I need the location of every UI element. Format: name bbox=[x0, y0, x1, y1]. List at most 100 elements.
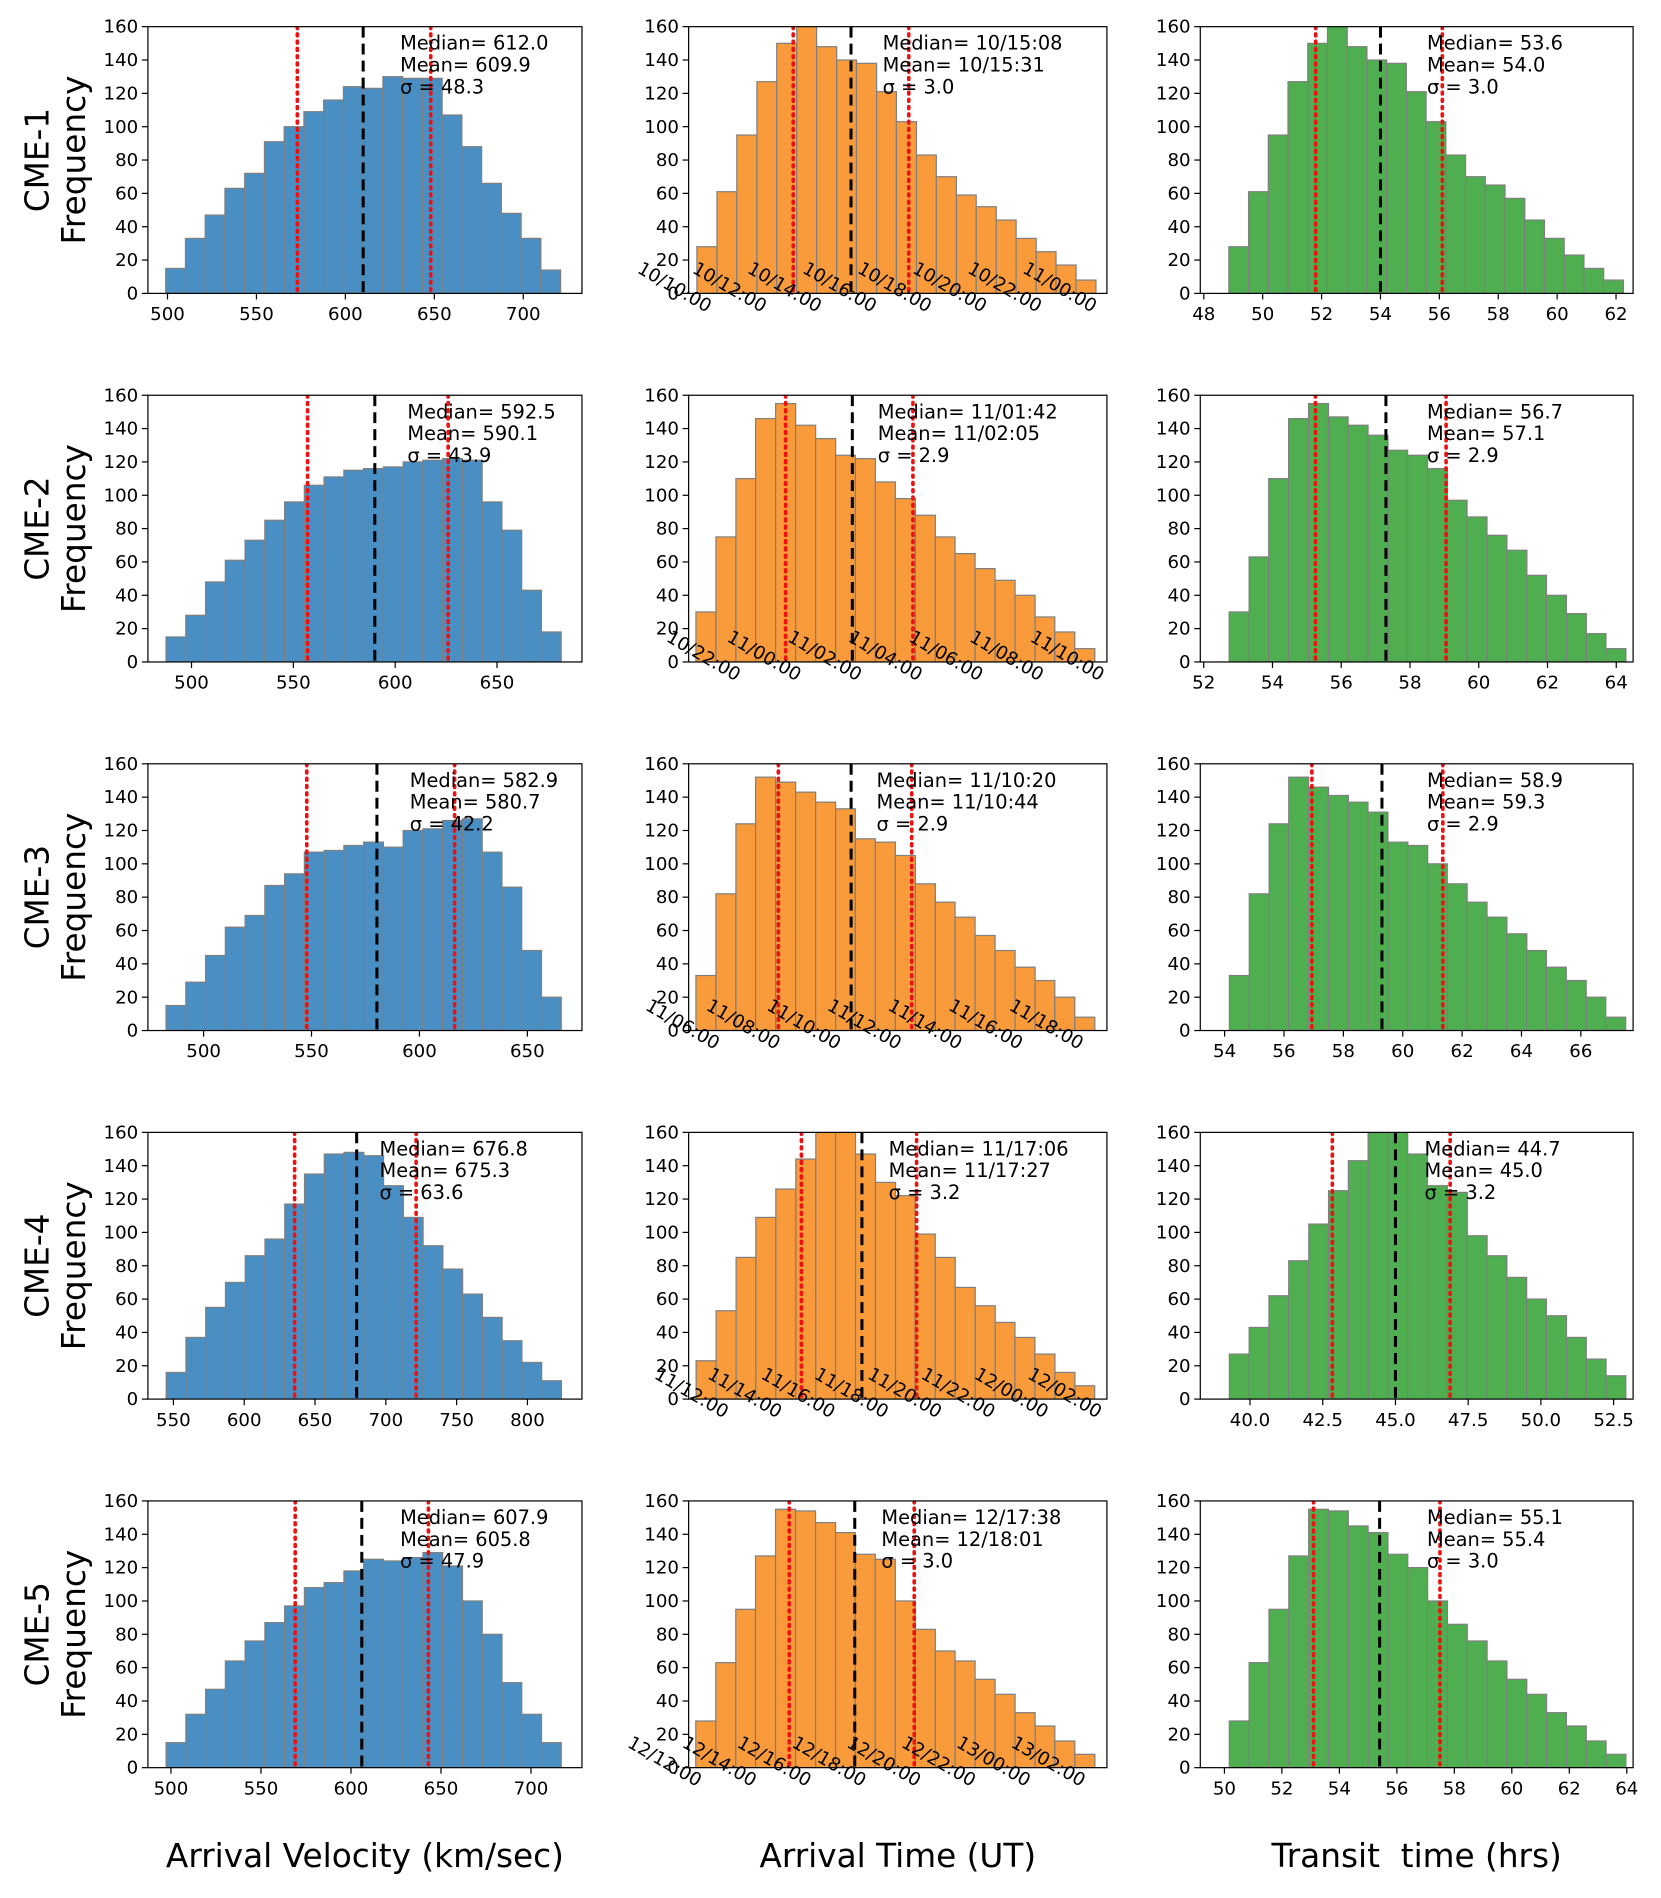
bar bbox=[1486, 916, 1508, 1031]
bar bbox=[343, 469, 365, 662]
y-tick-label: 80 bbox=[115, 1624, 138, 1645]
y-tick-label: 80 bbox=[115, 519, 138, 540]
y-tick-label: 60 bbox=[115, 1658, 138, 1679]
y-tick-label: 40 bbox=[115, 1691, 138, 1712]
bar bbox=[1288, 776, 1310, 1031]
y-tick-label: 20 bbox=[1167, 619, 1190, 640]
plot-area bbox=[1228, 395, 1627, 662]
y-tick-label: 140 bbox=[1156, 1156, 1191, 1177]
bar bbox=[283, 501, 305, 662]
bar bbox=[1526, 1693, 1548, 1768]
bar bbox=[1366, 59, 1388, 294]
bar bbox=[461, 459, 483, 662]
x-tick-label: 56 bbox=[1272, 1041, 1295, 1062]
x-tick-label: 600 bbox=[227, 1410, 262, 1431]
y-tick-label: 20 bbox=[115, 1724, 138, 1745]
y-tick-label: 120 bbox=[104, 1558, 139, 1579]
x-tick-label: 700 bbox=[514, 1778, 549, 1799]
bar bbox=[794, 1510, 817, 1768]
panel: 0 20 40 60 80 100 120 140 160 500 550 600 650 700 Medi… bbox=[19, 17, 583, 325]
x-tick-label: 50.0 bbox=[1521, 1410, 1561, 1431]
y-tick-label: 20 bbox=[115, 987, 138, 1008]
annotation: σ = 2.9 bbox=[877, 812, 949, 835]
bar bbox=[1228, 246, 1250, 294]
bar bbox=[521, 589, 543, 662]
x-tick-label: 58 bbox=[1443, 1778, 1466, 1799]
bar bbox=[1427, 1600, 1449, 1768]
bar bbox=[1585, 633, 1607, 662]
y-tick-label: 140 bbox=[104, 787, 139, 808]
y-tick-label: 20 bbox=[656, 1356, 679, 1377]
bar bbox=[165, 267, 187, 294]
row-label: CME-3 bbox=[19, 845, 57, 949]
bar bbox=[796, 26, 818, 294]
annotation: Mean= 10/15:31 bbox=[883, 54, 1045, 77]
bar bbox=[1288, 1555, 1310, 1768]
y-tick-label: 140 bbox=[644, 419, 679, 440]
annotation: Median= 11/10:20 bbox=[877, 769, 1057, 792]
bar bbox=[323, 99, 345, 294]
y-tick-label: 40 bbox=[1167, 1322, 1190, 1343]
bar bbox=[323, 849, 345, 1031]
plot-area bbox=[695, 1132, 1096, 1400]
bar bbox=[204, 581, 226, 662]
bar bbox=[1267, 134, 1289, 294]
axes-frame bbox=[1199, 394, 1634, 663]
bar bbox=[1486, 534, 1508, 662]
y-tick-label: 160 bbox=[1156, 385, 1191, 406]
annotation: Mean= 57.1 bbox=[1427, 422, 1545, 445]
annotation: σ = 3.0 bbox=[1427, 1550, 1499, 1573]
bar bbox=[1405, 91, 1427, 294]
panel: 0 20 40 60 80 100 120 140 160 40.0 42.5 45.0 47.5 50.… bbox=[1156, 1122, 1634, 1430]
y-tick-label: 80 bbox=[1167, 519, 1190, 540]
annotation: Median= 11/01:42 bbox=[878, 400, 1058, 423]
bar bbox=[1387, 1553, 1409, 1768]
bar bbox=[874, 481, 896, 662]
annotation: σ = 43.9 bbox=[407, 444, 491, 467]
bar bbox=[874, 1558, 896, 1768]
bar bbox=[342, 86, 364, 294]
y-tick-label: 100 bbox=[104, 854, 139, 875]
y-axis-label: Frequency bbox=[55, 1550, 93, 1719]
bar bbox=[1386, 62, 1407, 294]
x-tick-label: 50 bbox=[1251, 304, 1274, 325]
y-tick-label: 120 bbox=[1156, 452, 1191, 473]
x-axis-label: Arrival Time (UT) bbox=[759, 1837, 1036, 1875]
y-tick-label: 100 bbox=[644, 485, 679, 506]
row-label: CME-4 bbox=[19, 1214, 57, 1318]
bar bbox=[1228, 1353, 1250, 1400]
x-tick-label: 52 bbox=[1192, 673, 1215, 694]
y-tick-label: 80 bbox=[1167, 887, 1190, 908]
y-tick-label: 0 bbox=[127, 1021, 139, 1042]
y-tick-label: 160 bbox=[644, 754, 679, 775]
y-tick-label: 20 bbox=[1167, 1356, 1190, 1377]
bar bbox=[224, 926, 246, 1031]
bar bbox=[284, 873, 305, 1031]
bar bbox=[422, 1552, 444, 1768]
y-tick-label: 40 bbox=[115, 217, 138, 238]
bar bbox=[1446, 499, 1468, 662]
y-tick-label: 140 bbox=[1156, 1524, 1191, 1545]
plot-area bbox=[1228, 1132, 1627, 1400]
y-tick-label: 20 bbox=[115, 619, 138, 640]
x-tick-label: 62 bbox=[1536, 673, 1559, 694]
y-tick-label: 120 bbox=[644, 83, 679, 104]
y-tick-label: 60 bbox=[656, 1658, 679, 1679]
x-tick-label: 550 bbox=[156, 1410, 191, 1431]
y-axis-label: Frequency bbox=[55, 76, 93, 245]
bar bbox=[1506, 933, 1528, 1031]
x-axis-label: Transit time (hrs) bbox=[1271, 1837, 1562, 1875]
bar bbox=[402, 829, 424, 1031]
bar bbox=[204, 954, 226, 1031]
y-tick-label: 20 bbox=[115, 250, 138, 271]
bar bbox=[521, 1713, 543, 1768]
bar bbox=[442, 819, 464, 1031]
annotation: Mean= 45.0 bbox=[1425, 1159, 1543, 1182]
annotation: Mean= 11/10:44 bbox=[877, 791, 1039, 814]
bar bbox=[224, 1281, 246, 1400]
bar bbox=[362, 87, 384, 294]
bar bbox=[264, 519, 286, 662]
bar bbox=[814, 1522, 837, 1768]
x-tick-label: 47.5 bbox=[1448, 1410, 1488, 1431]
annotation: σ = 48.3 bbox=[400, 75, 484, 98]
